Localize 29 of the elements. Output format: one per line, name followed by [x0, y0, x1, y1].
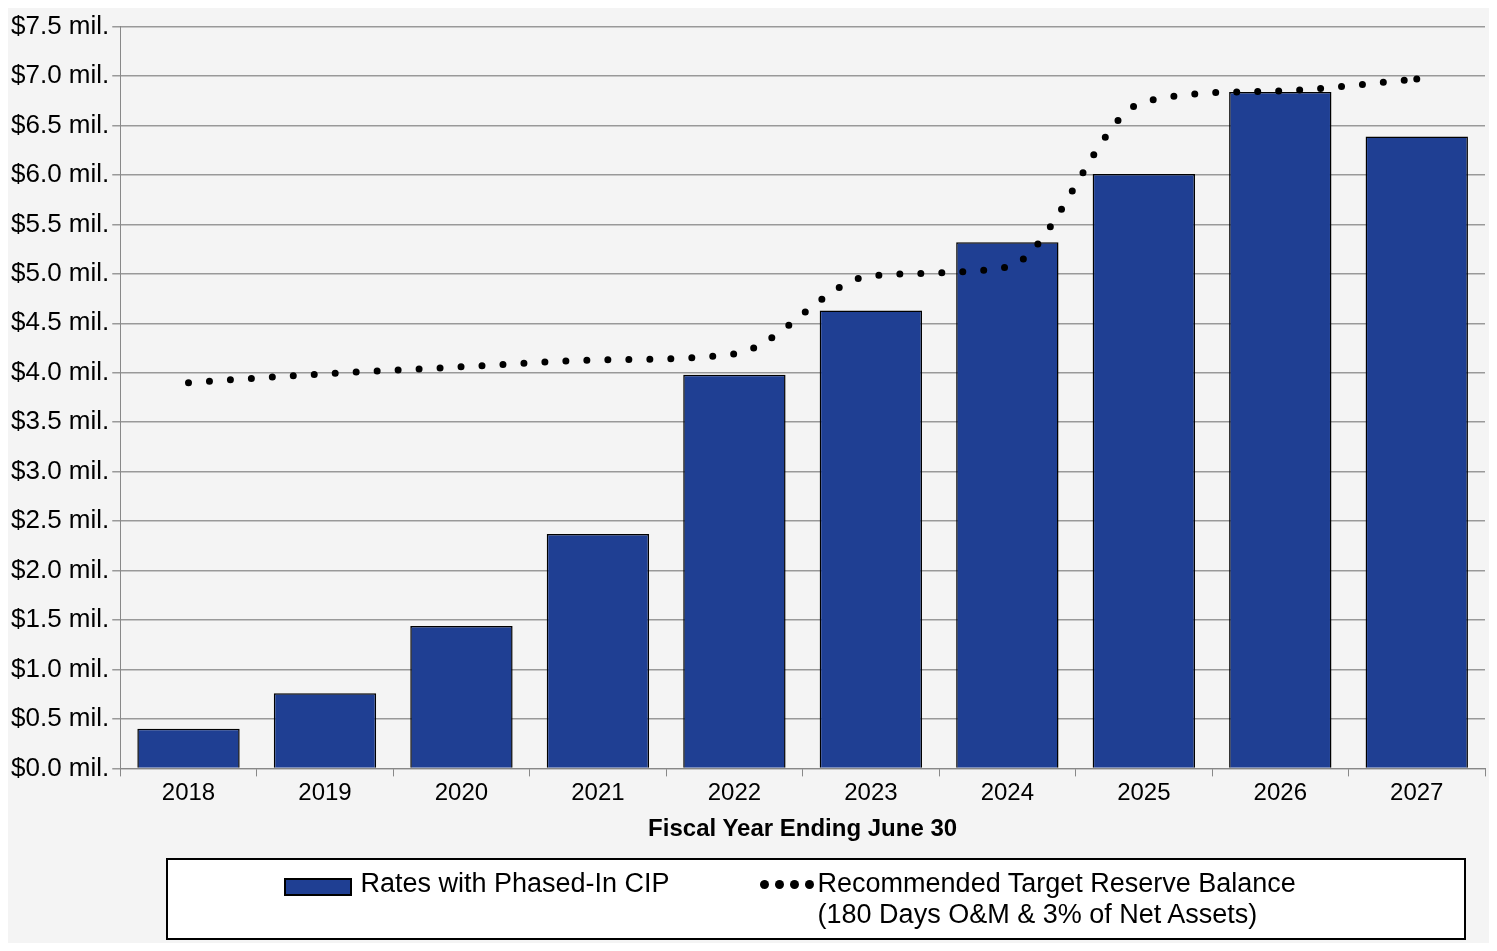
x-tick-label: 2021 — [571, 778, 625, 806]
y-tick-label: $2.5 mil. — [11, 504, 110, 535]
x-axis-title: Fiscal Year Ending June 30 — [648, 814, 958, 842]
y-tick-label: $0.5 mil. — [11, 702, 110, 733]
y-tick-label: $6.5 mil. — [11, 108, 110, 139]
legend-label: Recommended Target Reserve Balance (180 Days O&M & 3% of Net Assets) — [817, 868, 1297, 930]
x-tick-label: 2018 — [161, 778, 216, 806]
y-tick-label: $5.5 mil. — [11, 207, 110, 238]
x-tick-label: 2024 — [980, 778, 1035, 806]
y-tick-label: $7.5 mil. — [11, 9, 110, 40]
y-tick-label: $1.5 mil. — [11, 603, 110, 634]
y-tick-label: $7.0 mil. — [11, 59, 110, 90]
y-tick-label: $6.0 mil. — [11, 158, 110, 189]
y-tick-label: $4.5 mil. — [11, 306, 110, 337]
y-tick-label: $2.0 mil. — [11, 553, 110, 584]
x-tick-label: 2019 — [298, 778, 352, 806]
y-tick-label: $3.5 mil. — [11, 405, 110, 436]
x-tick-label: 2022 — [707, 778, 762, 806]
y-tick-label: $3.0 mil. — [11, 454, 110, 485]
x-tick-label: 2025 — [1117, 778, 1171, 806]
legend-label: Rates with Phased-In CIP — [360, 868, 670, 899]
x-tick-label: 2023 — [844, 778, 898, 806]
y-tick-label: $4.0 mil. — [11, 355, 110, 386]
x-tick-label: 2027 — [1390, 778, 1444, 806]
x-tick-label: 2026 — [1253, 778, 1307, 806]
y-tick-label: $1.0 mil. — [11, 652, 110, 683]
x-tick-label: 2020 — [434, 778, 489, 806]
y-tick-label: $5.0 mil. — [11, 257, 110, 288]
y-tick-label: $0.0 mil. — [11, 751, 110, 782]
